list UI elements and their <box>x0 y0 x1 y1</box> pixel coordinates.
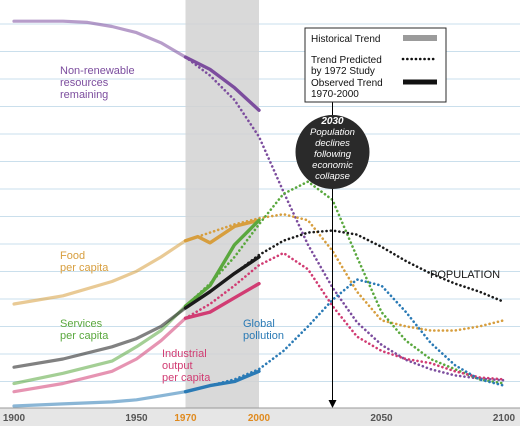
food-per-capita-historical-line <box>12 239 188 306</box>
population-label: POPULATION <box>430 269 500 281</box>
industrial-output-per-capita-historical-line <box>12 316 188 394</box>
industrial-output-per-capita-predicted-line <box>184 251 506 381</box>
services-per-capita-label: Services per capita <box>60 318 109 342</box>
x-axis-band <box>0 408 520 426</box>
non-renewable-resources-remaining-label: Non-renewable resources remaining <box>60 65 135 101</box>
x-tick-label-2100: 2100 <box>493 413 516 424</box>
non-renewable-resources-remaining-historical-line <box>12 19 188 59</box>
legend-label-predicted: Trend Predicted by 1972 Study <box>311 55 382 77</box>
observed-series <box>183 55 261 394</box>
legend: Historical Trend Trend Predicted by 1972 S… <box>304 27 447 103</box>
global-pollution-observed-line <box>183 369 261 394</box>
legend-label-historical: Historical Trend <box>311 34 380 45</box>
year-2030-marker-arrow <box>328 400 337 408</box>
x-tick-label-2050: 2050 <box>370 413 393 424</box>
legend-label-observed: Observed Trend 1970-2000 <box>311 78 383 100</box>
x-tick-label-1900: 1900 <box>3 413 26 424</box>
food-per-capita-predicted-line <box>184 212 506 332</box>
services-per-capita-observed-line <box>183 218 261 308</box>
industrial-output-per-capita-label: Industrial output per capita <box>162 348 211 384</box>
food-per-capita-observed-line <box>183 218 261 245</box>
global-pollution-label: Global pollution <box>243 318 284 342</box>
services-per-capita-predicted-line <box>184 180 506 385</box>
historical-series <box>12 19 188 408</box>
population-historical-line <box>12 306 188 369</box>
food-per-capita-label: Food per capita <box>60 250 109 274</box>
gridlines <box>0 23 520 382</box>
x-tick-label-1950: 1950 <box>125 413 148 424</box>
non-renewable-resources-remaining-predicted-line <box>184 55 506 382</box>
services-per-capita-historical-line <box>12 304 188 386</box>
global-pollution-historical-line <box>12 390 188 408</box>
x-tick-label-1970: 1970 <box>174 413 197 424</box>
non-renewable-resources-remaining-observed-line <box>183 55 261 112</box>
predicted-series <box>184 55 506 393</box>
x-axis: 1900 1950 1970 2000 2050 2100 <box>0 407 520 426</box>
x-tick-label-2000: 2000 <box>248 413 271 424</box>
industrial-output-per-capita-observed-line <box>183 281 261 320</box>
population-observed-line <box>183 255 261 310</box>
shaded-period-band <box>185 0 259 408</box>
global-pollution-predicted-line <box>184 278 506 393</box>
annotation-bubble: 2030 Population declines following economic c… <box>295 115 370 189</box>
series-labels: Non-renewable resources remaining Food per c… <box>60 65 500 384</box>
annotation-text: 2030 Population declines following economic c… <box>310 116 355 182</box>
annotation-circle <box>295 115 370 189</box>
